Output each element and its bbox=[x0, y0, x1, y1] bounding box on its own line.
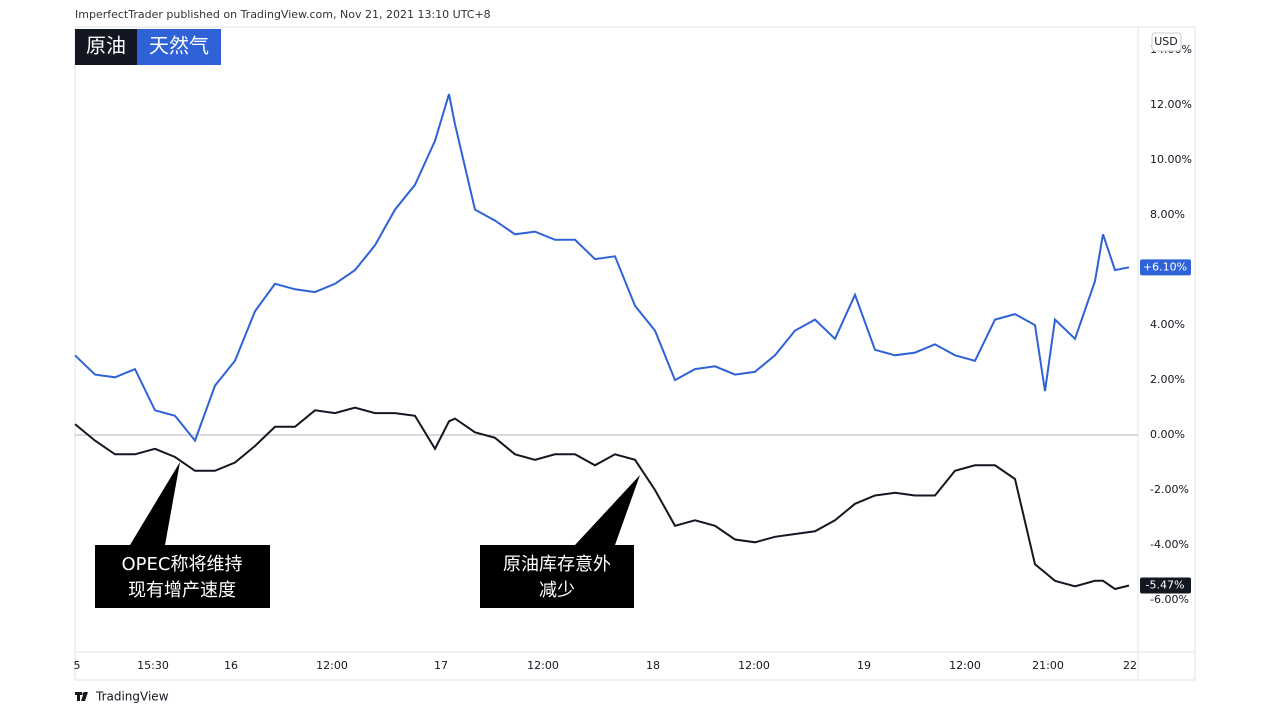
x-tick-label: 17 bbox=[434, 659, 448, 672]
last-value-badge bbox=[1140, 577, 1191, 594]
annotation-box bbox=[480, 545, 634, 608]
x-tick-label: 12:00 bbox=[527, 659, 559, 672]
legend-box bbox=[137, 29, 221, 65]
annotation-pointer bbox=[130, 462, 180, 545]
annotation-text: OPEC称将维持 bbox=[122, 554, 243, 575]
currency-box bbox=[1151, 32, 1182, 52]
frame bbox=[74, 26, 1196, 681]
x-tick-label: 19 bbox=[857, 659, 871, 672]
annotation-pointer bbox=[575, 475, 640, 545]
annotation-text: 原油库存意外 bbox=[503, 554, 611, 575]
legend-label: 原油 bbox=[86, 34, 126, 58]
header: ImperfectTrader published on TradingView… bbox=[75, 8, 491, 21]
footer: TradingView bbox=[95, 690, 169, 704]
currency: USD bbox=[1154, 35, 1178, 48]
series-line bbox=[74, 406, 1130, 591]
last-value-label: -5.47% bbox=[1146, 578, 1185, 591]
annotation-text: 减少 bbox=[539, 580, 575, 601]
last-value-label: +6.10% bbox=[1143, 260, 1187, 273]
y-tick-label: 10.00% bbox=[1150, 153, 1192, 166]
annotation-box bbox=[95, 545, 270, 608]
x-tick-label: 16 bbox=[224, 659, 238, 672]
legend-box bbox=[75, 29, 137, 65]
x-tick-label: 5 bbox=[74, 659, 81, 672]
x-tick-label: 12:00 bbox=[316, 659, 348, 672]
y-tick-label: 2.00% bbox=[1150, 373, 1185, 386]
y-tick-label: -4.00% bbox=[1150, 538, 1189, 551]
y-tick-label: -6.00% bbox=[1150, 593, 1189, 606]
legend-label: 天然气 bbox=[149, 34, 209, 58]
x-tick-label: 15:30 bbox=[137, 659, 169, 672]
x-tick-label: 12:00 bbox=[949, 659, 981, 672]
last-value-badge bbox=[1140, 259, 1191, 276]
y-tick-label: 0.00% bbox=[1150, 428, 1185, 441]
plot-area: 14.00%12.00%10.00%8.00%4.00%2.00%0.00%-2… bbox=[74, 43, 1192, 672]
y-tick-label: 12.00% bbox=[1150, 98, 1192, 111]
y-tick-label: 4.00% bbox=[1150, 318, 1185, 331]
y-tick-label: 8.00% bbox=[1150, 208, 1185, 221]
annotation-text: 现有增产速度 bbox=[128, 580, 236, 601]
y-tick-label: -2.00% bbox=[1150, 483, 1189, 496]
x-tick-label: 12:00 bbox=[738, 659, 770, 672]
x-tick-label: 21:00 bbox=[1032, 659, 1064, 672]
x-tick-label: 22 bbox=[1123, 659, 1137, 672]
series-line bbox=[74, 93, 1130, 443]
footer-logo bbox=[75, 692, 88, 701]
x-tick-label: 18 bbox=[646, 659, 660, 672]
